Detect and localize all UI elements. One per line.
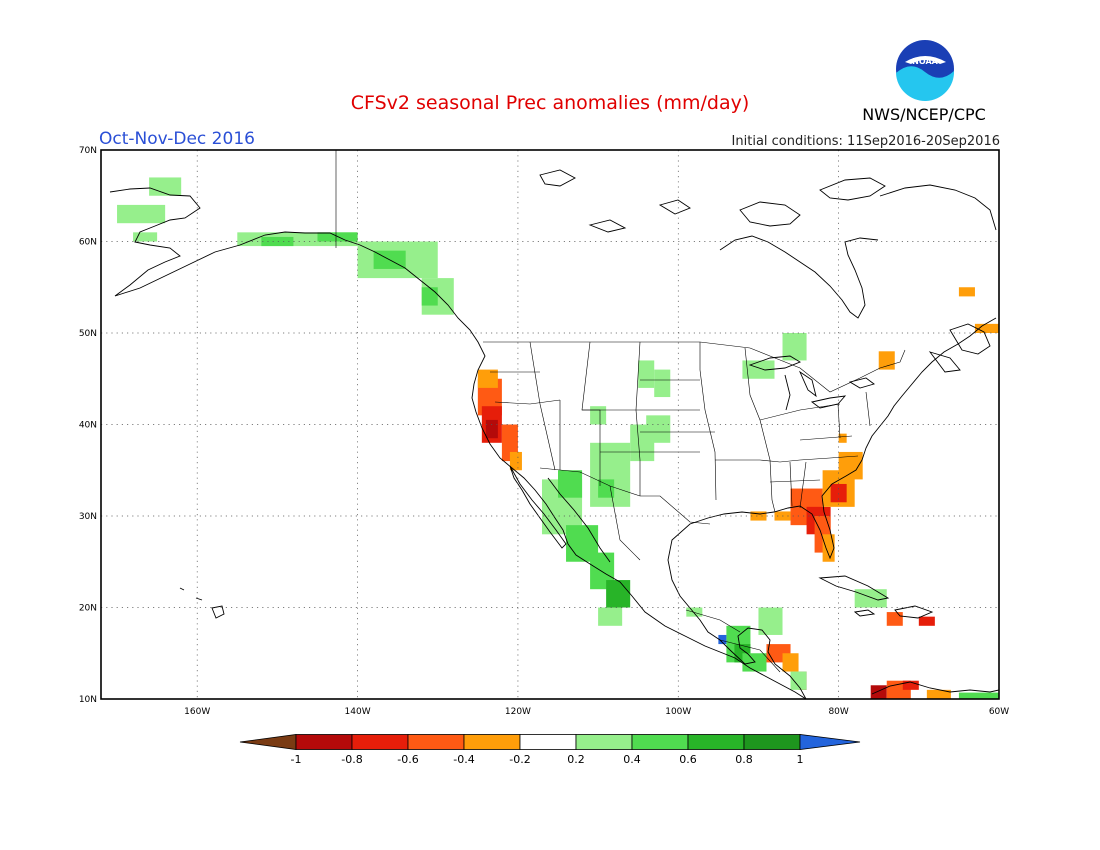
figure-title: CFSv2 seasonal Prec anomalies (mm/day) <box>351 92 750 114</box>
lon-label: 80W <box>828 707 848 717</box>
colorbar-arrow-left <box>239 734 297 750</box>
anomaly-cell <box>558 470 583 498</box>
anomaly-cell <box>590 406 607 425</box>
anomaly-cell <box>598 479 615 498</box>
colorbar-segment <box>519 734 577 750</box>
anomaly-cell <box>750 511 767 521</box>
forecast-period: Oct-Nov-Dec 2016 <box>99 129 255 149</box>
lat-label: 60N <box>79 238 97 248</box>
logo-text: NOAA <box>912 57 938 66</box>
lat-label: 20N <box>79 604 97 614</box>
colorbar-label: -0.6 <box>397 753 418 766</box>
lon-label: 140W <box>345 707 371 717</box>
anomaly-cell <box>782 333 807 361</box>
colorbar-segment <box>687 734 745 750</box>
anomaly-cell <box>782 653 799 672</box>
map-frame <box>100 149 1000 700</box>
colorbar-segment <box>463 734 521 750</box>
anomaly-cell <box>485 419 498 439</box>
anomaly-cell <box>974 323 999 333</box>
colorbar-label: 1 <box>797 753 804 766</box>
colorbar-label: -0.4 <box>453 753 474 766</box>
lat-label: 30N <box>79 512 97 522</box>
colorbar-segment <box>575 734 633 750</box>
anomaly-cell <box>886 612 903 626</box>
anomaly-cell <box>654 369 671 398</box>
noaa-logo-icon: NOAA <box>896 40 955 101</box>
anomaly-cell <box>878 351 895 370</box>
anomaly-cell <box>854 589 887 608</box>
colorbar-label: 0.2 <box>567 753 585 766</box>
coastlines <box>109 169 999 699</box>
anomaly-cell <box>918 616 935 626</box>
anomaly-cell <box>421 287 438 306</box>
map-area <box>100 149 1000 700</box>
colorbar-label: -0.2 <box>509 753 530 766</box>
anomaly-cell <box>477 369 498 388</box>
lat-label: 50N <box>79 329 97 339</box>
anomaly-cell <box>606 580 631 608</box>
anomaly-cell <box>790 671 807 690</box>
initial-conditions: Initial conditions: 11Sep2016-20Sep2016 <box>732 134 1000 149</box>
colorbar-label: -0.8 <box>341 753 362 766</box>
anomaly-cell <box>902 680 919 690</box>
latitude-labels: 70N 60N 50N 40N 30N 20N 10N <box>79 146 97 705</box>
anomaly-cell <box>870 685 887 699</box>
anomaly-cell <box>509 451 522 471</box>
anomaly-cell <box>261 236 294 247</box>
anomaly-cell <box>830 483 847 503</box>
anomaly-cell <box>822 534 835 562</box>
colorbar-label: -1 <box>291 753 302 766</box>
colorbar-segment <box>743 734 801 750</box>
colorbar: -1 -0.8 -0.6 -0.4 -0.2 0.2 0.4 0.6 0.8 1 <box>239 734 861 766</box>
agency-label: NWS/NCEP/CPC <box>862 105 986 124</box>
anomaly-cell <box>718 634 727 645</box>
anomaly-cell <box>926 689 951 699</box>
anomaly-cell <box>758 607 783 635</box>
anomaly-cell <box>838 433 847 443</box>
longitude-labels: 160W 140W 120W 100W 80W 60W <box>184 707 1009 717</box>
colorbar-segment <box>407 734 465 750</box>
anomaly-cell <box>686 607 703 617</box>
anomaly-cell <box>598 607 623 626</box>
lat-label: 10N <box>79 695 97 705</box>
anomaly-cell <box>958 692 999 699</box>
lon-label: 60W <box>989 707 1009 717</box>
anomaly-cell <box>638 360 655 388</box>
lat-label: 40N <box>79 421 97 431</box>
political-borders <box>335 150 906 673</box>
colorbar-label: 0.6 <box>679 753 697 766</box>
colorbar-label: 0.8 <box>735 753 753 766</box>
colorbar-segment <box>295 734 353 750</box>
colorbar-segment <box>631 734 689 750</box>
map-background <box>101 150 999 699</box>
lat-label: 70N <box>79 146 97 156</box>
colorbar-label: 0.4 <box>623 753 641 766</box>
anomaly-cell <box>133 232 158 242</box>
anomaly-cell <box>646 415 671 443</box>
lon-label: 160W <box>184 707 210 717</box>
anomaly-cell <box>958 287 975 297</box>
anomaly-cell <box>149 177 182 196</box>
anomaly-cell <box>117 204 166 224</box>
lon-label: 100W <box>665 707 691 717</box>
colorbar-segment <box>351 734 409 750</box>
colorbar-arrow-right <box>799 734 861 750</box>
lon-label: 120W <box>505 707 531 717</box>
